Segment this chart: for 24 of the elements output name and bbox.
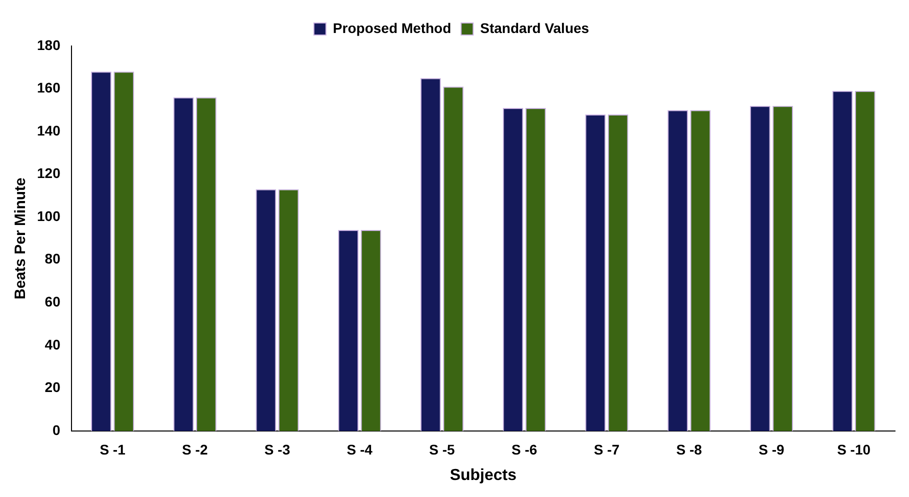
x-tick-label: S -9	[758, 441, 784, 458]
y-tick-label: 80	[44, 250, 61, 267]
x-tick-label: S -7	[594, 441, 620, 458]
y-tick-label: 180	[37, 36, 61, 53]
x-tick-label: S -6	[512, 441, 538, 458]
y-axis-title: Beats Per Minute	[12, 178, 30, 300]
y-tick-label: 60	[44, 294, 61, 310]
legend-label: Proposed Method	[332, 20, 452, 36]
x-tick-label: S -2	[182, 441, 208, 458]
x-tick-label: S -8	[676, 441, 702, 458]
y-tick-label: 0	[52, 422, 61, 438]
legend-label: Standard Values	[480, 20, 590, 36]
y-tick-label: 100	[37, 208, 61, 224]
x-tick-label: S -3	[264, 441, 290, 458]
y-tick-label: 40	[44, 336, 61, 352]
x-tick-label: S -4	[346, 441, 373, 458]
y-tick-label: 20	[44, 379, 61, 396]
x-tick-label: S -5	[429, 441, 456, 458]
y-tick-label: 140	[37, 122, 61, 138]
y-tick-label: 120	[37, 165, 61, 182]
x-tick-label: S -10	[837, 441, 871, 458]
y-tick-label: 160	[37, 80, 61, 96]
x-axis-title: Subjects	[450, 466, 517, 484]
x-tick-label: S -1	[100, 441, 126, 458]
